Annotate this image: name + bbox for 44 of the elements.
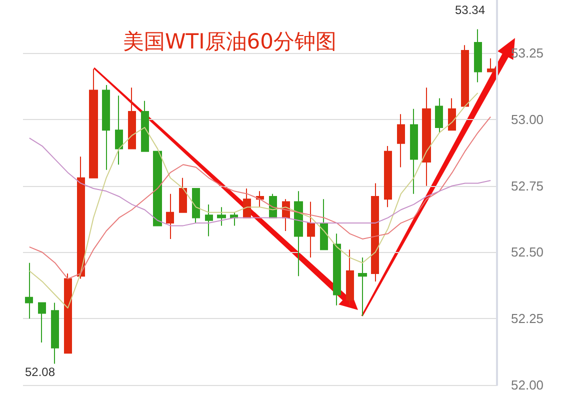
y-tick-label: 52.75 bbox=[511, 178, 544, 194]
candlestick bbox=[448, 98, 456, 131]
candlestick bbox=[371, 182, 379, 282]
line-series bbox=[28, 138, 492, 226]
annotation: 53.34 bbox=[454, 3, 486, 17]
candlestick bbox=[141, 100, 149, 152]
candlestick bbox=[64, 272, 72, 354]
text: 美国WTI原油60分钟图 bbox=[123, 30, 337, 54]
candlestick bbox=[128, 87, 136, 150]
candlestick bbox=[461, 44, 469, 107]
candlestick bbox=[25, 262, 33, 320]
candlestick bbox=[410, 108, 418, 194]
candlestick bbox=[346, 249, 354, 306]
candlestick bbox=[51, 302, 59, 364]
candlestick bbox=[77, 156, 85, 280]
y-tick-label: 52.00 bbox=[511, 378, 544, 392]
candlestick bbox=[435, 98, 443, 134]
candlestick bbox=[487, 58, 495, 72]
candlestick bbox=[307, 201, 315, 258]
candlestick bbox=[166, 193, 174, 240]
candlestick bbox=[89, 68, 98, 178]
candlestick bbox=[243, 188, 251, 218]
candlestick bbox=[217, 206, 226, 226]
candlestick bbox=[358, 257, 367, 316]
candlestick bbox=[474, 28, 482, 83]
candlestick bbox=[384, 146, 392, 208]
candlestick bbox=[153, 150, 162, 226]
candlestick bbox=[422, 87, 431, 186]
line-series bbox=[28, 116, 492, 280]
candlestick bbox=[38, 302, 46, 344]
y-tick-label: 52.25 bbox=[511, 311, 544, 326]
y-tick-label: 53.00 bbox=[511, 112, 544, 127]
candlestick bbox=[205, 204, 213, 237]
candlestick bbox=[294, 190, 303, 277]
candlestick bbox=[333, 233, 341, 306]
y-tick-label: 52.50 bbox=[511, 244, 544, 260]
line-series bbox=[28, 92, 478, 308]
annotation: 52.08 bbox=[24, 365, 56, 379]
candlestick bbox=[102, 84, 110, 170]
candlestick bbox=[192, 188, 200, 224]
candlestick bbox=[320, 198, 328, 250]
candlestick bbox=[179, 177, 187, 213]
candlestick bbox=[397, 114, 405, 168]
candlestick bbox=[115, 95, 123, 166]
